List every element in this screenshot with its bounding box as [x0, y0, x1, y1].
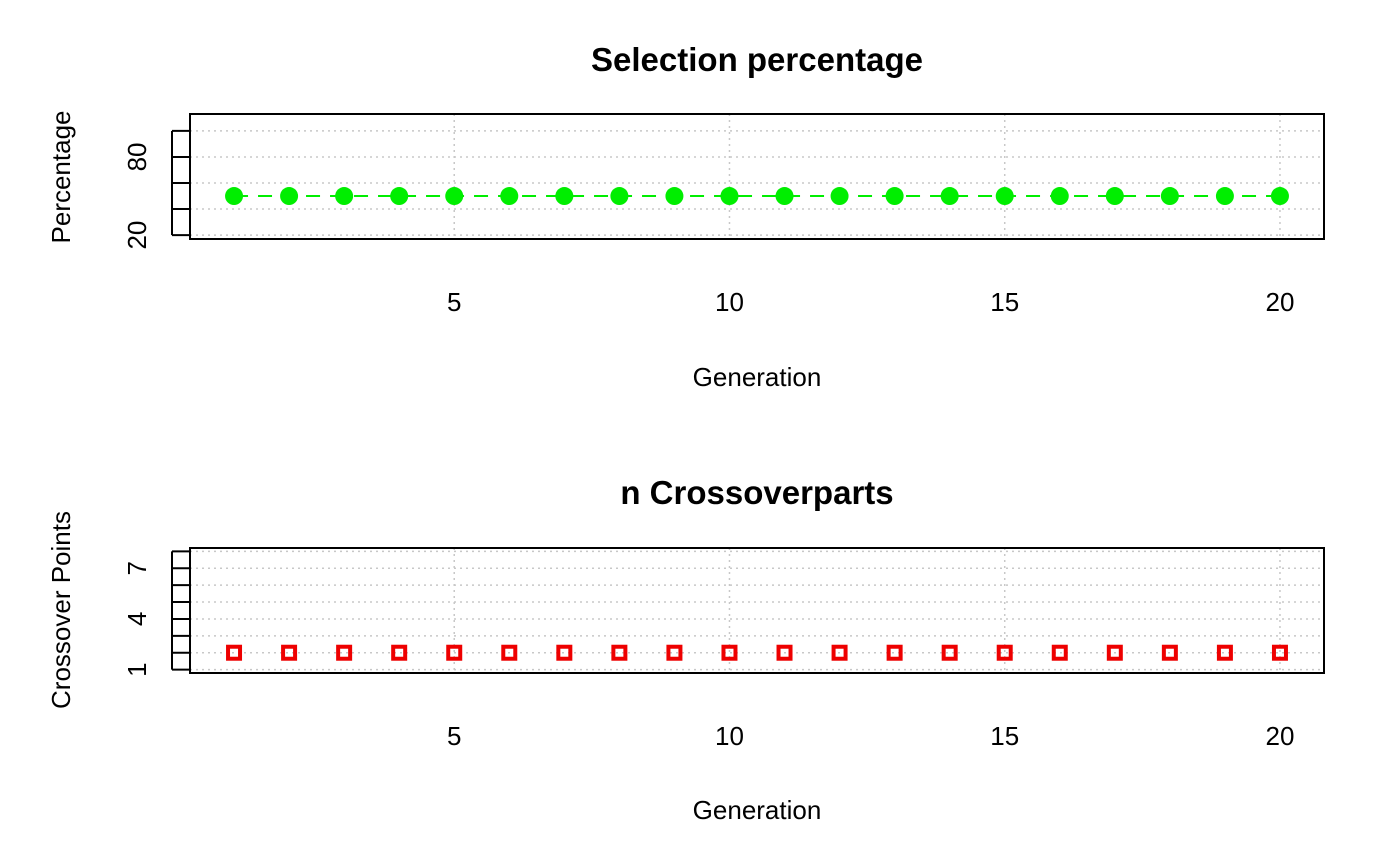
- x-tick-label: 10: [715, 721, 744, 751]
- data-point: [335, 187, 354, 206]
- data-point: [1271, 644, 1288, 661]
- plot-frame: [189, 547, 1325, 674]
- data-point: [445, 187, 464, 206]
- y-tick-label: 1: [122, 662, 152, 676]
- data-point: [555, 187, 574, 206]
- data-point: [556, 644, 573, 661]
- y-axis-label: Percentage: [46, 111, 76, 244]
- x-axis: 5 10 15 20: [447, 672, 1295, 751]
- y-axis: 1 4 7: [122, 550, 190, 677]
- data-point: [996, 644, 1013, 661]
- data-point: [280, 187, 299, 206]
- plot-frame: [189, 113, 1325, 240]
- data-point: [831, 644, 848, 661]
- chart-title: Selection percentage: [591, 41, 923, 78]
- data-point: [885, 187, 904, 206]
- y-tick-label: 20: [122, 221, 152, 250]
- series-markers: [225, 187, 1289, 206]
- data-point: [666, 644, 683, 661]
- grid: [190, 114, 1324, 239]
- x-tick-label: 15: [990, 287, 1019, 317]
- y-axis-label: Crossover Points: [46, 511, 76, 709]
- x-tick-label: 20: [1266, 721, 1295, 751]
- grid: [190, 548, 1324, 673]
- data-point: [830, 187, 849, 206]
- x-axis: 5 10 15 20: [447, 238, 1295, 317]
- data-point: [611, 644, 628, 661]
- y-tick-label: 7: [122, 561, 152, 575]
- data-point: [500, 187, 519, 206]
- x-axis-label: Generation: [693, 362, 822, 392]
- data-point: [336, 644, 353, 661]
- data-point: [995, 187, 1014, 206]
- x-tick-label: 20: [1266, 287, 1295, 317]
- y-tick-label: 80: [122, 143, 152, 172]
- data-point: [390, 187, 409, 206]
- data-point: [1161, 644, 1178, 661]
- data-point: [1051, 644, 1068, 661]
- data-point: [391, 644, 408, 661]
- data-point: [775, 187, 794, 206]
- x-axis-label: Generation: [693, 795, 822, 825]
- data-point: [941, 644, 958, 661]
- x-tick-label: 15: [990, 721, 1019, 751]
- data-point: [1216, 644, 1233, 661]
- data-point: [225, 187, 244, 206]
- data-point: [940, 187, 959, 206]
- data-point: [501, 644, 518, 661]
- x-tick-label: 10: [715, 287, 744, 317]
- data-point: [1106, 644, 1123, 661]
- y-tick-label: 4: [122, 612, 152, 626]
- data-point: [610, 187, 629, 206]
- data-point: [776, 644, 793, 661]
- data-point: [1105, 187, 1124, 206]
- data-point: [886, 644, 903, 661]
- x-tick-label: 5: [447, 287, 461, 317]
- x-tick-label: 5: [447, 721, 461, 751]
- data-point: [1215, 187, 1234, 206]
- crossover-points-panel: n Crossoverparts Generation Crossover Po…: [46, 474, 1325, 825]
- selection-percentage-panel: Selection percentage Generation Percenta…: [46, 41, 1325, 392]
- data-point: [1050, 187, 1069, 206]
- series-markers: [226, 644, 1288, 661]
- data-point: [226, 644, 243, 661]
- data-point: [446, 644, 463, 661]
- data-point: [665, 187, 684, 206]
- data-point: [1270, 187, 1289, 206]
- chart-title: n Crossoverparts: [620, 474, 893, 511]
- data-point: [281, 644, 298, 661]
- data-point: [720, 187, 739, 206]
- data-point: [721, 644, 738, 661]
- data-point: [1160, 187, 1179, 206]
